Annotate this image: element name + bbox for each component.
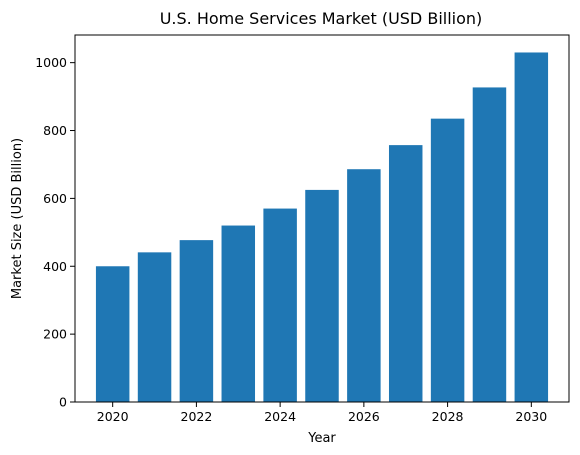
bar-2020 [95, 266, 130, 402]
y-axis-ticks: 0 200 400 600 800 1000 [35, 55, 75, 410]
y-tick-label-0: 0 [59, 395, 67, 410]
bar-2030 [514, 52, 549, 402]
x-tick-label-2030: 2030 [515, 409, 547, 424]
x-tick-label-2028: 2028 [432, 409, 464, 424]
bar-2022 [179, 240, 214, 402]
bar-2029 [472, 87, 507, 403]
x-tick-label-2024: 2024 [264, 409, 296, 424]
y-tick-label-600: 600 [43, 191, 67, 206]
bar-2025 [305, 189, 339, 402]
y-axis-label: Market Size (USD Billion) [10, 138, 25, 299]
bars-group [95, 52, 549, 403]
bar-2024 [263, 208, 297, 402]
bar-2021 [137, 252, 172, 402]
y-tick-label-200: 200 [43, 327, 67, 342]
y-tick-label-800: 800 [43, 123, 67, 138]
bar-2026 [347, 169, 381, 402]
y-tick-label-1000: 1000 [35, 55, 67, 70]
bar-2027 [388, 145, 423, 402]
chart-title: U.S. Home Services Market (USD Billion) [160, 9, 483, 28]
x-tick-label-2022: 2022 [181, 409, 213, 424]
plot-frame [74, 34, 570, 403]
x-axis-label: Year [307, 431, 336, 446]
bar-2023 [221, 225, 256, 402]
x-tick-label-2026: 2026 [348, 409, 380, 424]
x-tick-label-2020: 2020 [97, 409, 129, 424]
x-axis-ticks: 2020 2022 2024 2026 2028 2030 [97, 402, 547, 424]
bar-2028 [430, 118, 465, 403]
y-tick-label-400: 400 [43, 259, 67, 274]
